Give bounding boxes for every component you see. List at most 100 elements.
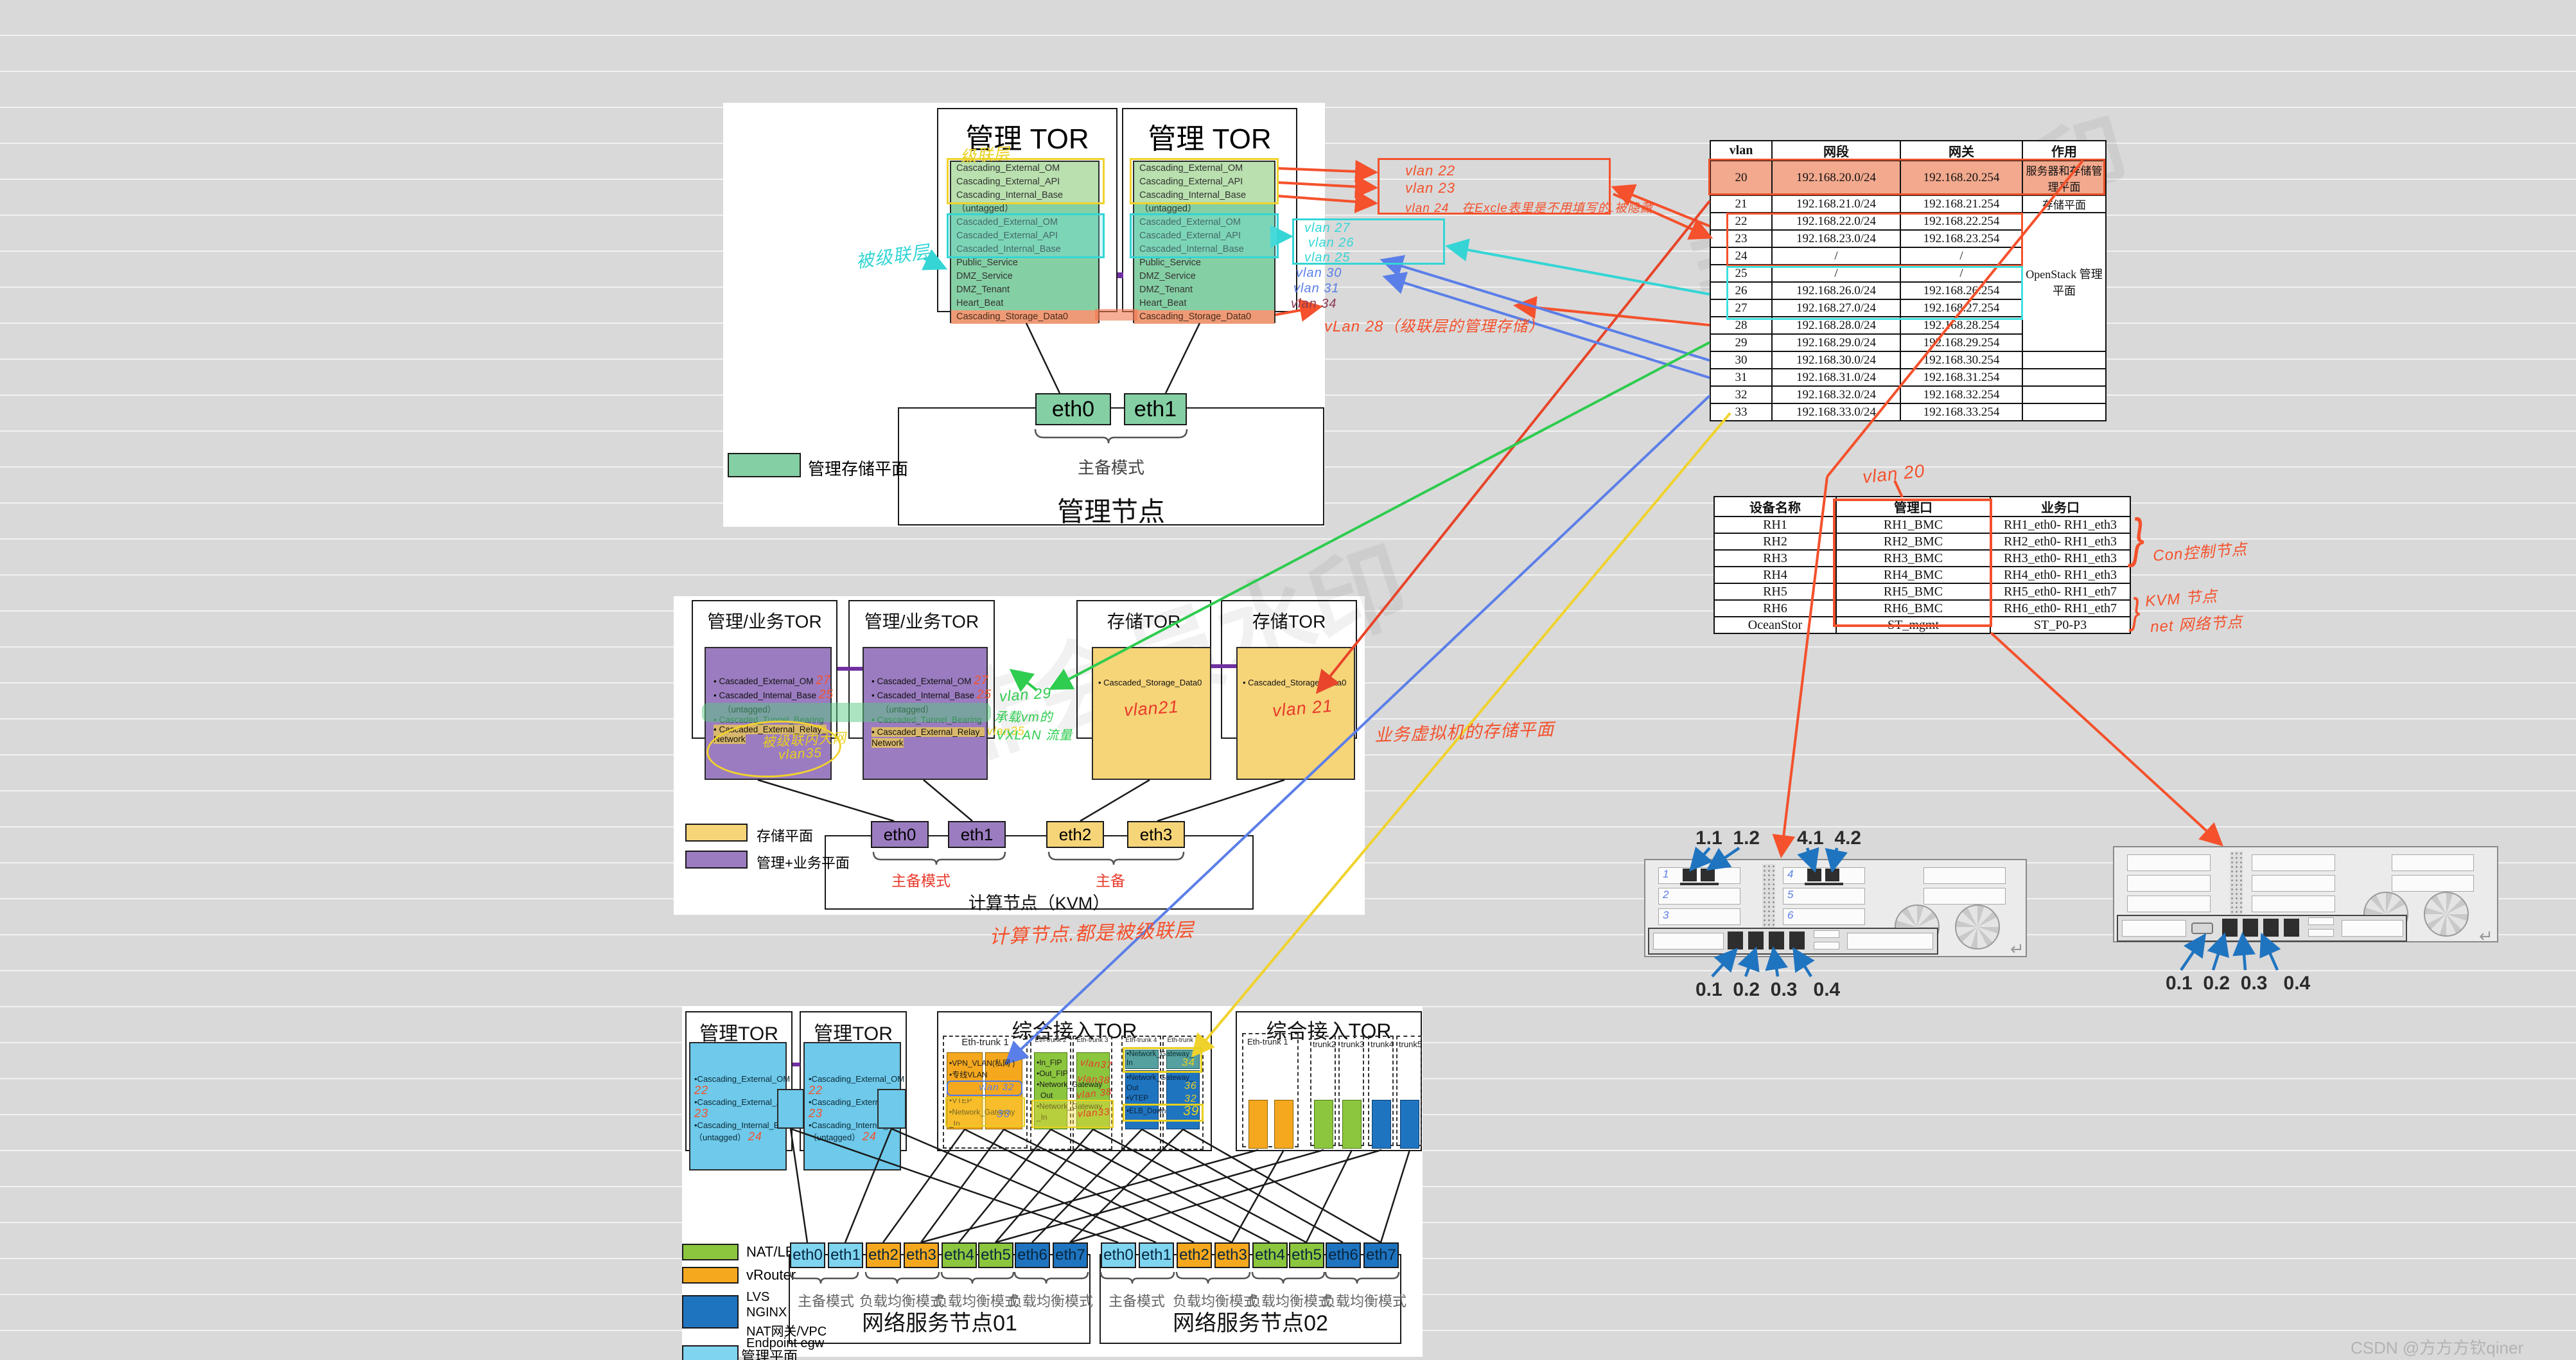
list-item: Public_Service — [956, 258, 1018, 268]
item: •Out_FIP — [1037, 1069, 1068, 1078]
trunk-label: trunk3 — [1341, 1039, 1365, 1049]
cascaded-group-frame — [1130, 213, 1279, 258]
cell: 192.168.29.0/24 — [1771, 333, 1901, 352]
col-header: 设备名称 — [1713, 496, 1837, 517]
annotation-box-cyan: vlan 27 vlan 26 vlan 25 — [1292, 218, 1445, 265]
legend-swatch-natlb — [682, 1244, 739, 1260]
legend-label: 管理存储平面 — [808, 459, 909, 479]
annotation-vlan28: vLan 28（级联层的管理存储） — [1324, 318, 1545, 335]
annotation-controller-nodes: Con控制节点 — [2152, 540, 2248, 565]
cell: 192.168.29.254 — [1900, 333, 2023, 352]
pcie-slot-4: 4 — [1783, 867, 1865, 884]
pcie-slot — [2252, 896, 2335, 912]
list-item: Cascaded_External_API — [1139, 231, 1241, 241]
cell: 192.168.32.254 — [1900, 385, 2023, 404]
trunk2-port — [1034, 1052, 1067, 1129]
gwin-highlight-23 — [1031, 1100, 1114, 1128]
port-eth6: eth6 — [1326, 1242, 1361, 1268]
port-eth0: eth0 — [1101, 1242, 1136, 1268]
return-glyph: ↵ — [2010, 939, 2024, 958]
list-item: • Cascaded_External_OM 27 — [872, 674, 988, 688]
nic-port-1-1 — [1683, 869, 1697, 881]
hw-num: 22 — [694, 1084, 709, 1097]
cell: 192.168.32.0/24 — [1771, 385, 1901, 404]
list-item-relay: • Cascaded_External_Relay_ — [714, 725, 830, 734]
cell-merged-role: OpenStack 管理平面 — [2022, 212, 2107, 352]
cascading-group-frame — [1130, 158, 1279, 204]
annotation-vlan20: vlan 20 — [1861, 461, 1926, 488]
trunk-label: Eth-trunk 1 — [1247, 1037, 1288, 1046]
cell: RH4_BMC — [1836, 566, 1991, 584]
trunk-label: trunk2 — [1313, 1039, 1336, 1049]
cell: RH5_eth0- RH1_eth7 — [1990, 583, 2131, 601]
cell: RH1_BMC — [1836, 516, 1991, 534]
annotation-vxlan-1: 承载vm的 — [994, 711, 1053, 725]
port-eth0: eth0 — [1035, 393, 1111, 425]
mode-label: 负载均衡模式 — [1247, 1293, 1333, 1309]
label: 1.1 — [1695, 827, 1722, 849]
onboard-port-0-2 — [2243, 919, 2258, 937]
item-label: •Cascading_External_API — [694, 1097, 791, 1107]
legend-label: LVS — [746, 1290, 770, 1304]
brace-controller-nodes: } — [2131, 508, 2146, 568]
bottom-mgmt-list-left: •Cascading_External_OM 22 •Cascading_Ext… — [689, 1042, 793, 1170]
blank-module — [2342, 920, 2403, 937]
mode-label: 主备模式 — [1108, 1293, 1166, 1309]
port-eth1: eth1 — [1124, 393, 1187, 425]
pcie-slot — [2127, 896, 2211, 912]
vlan20-highlight-frame — [1708, 159, 2105, 195]
list-item: Heart_Beat — [956, 298, 1004, 308]
port-eth5: eth5 — [978, 1242, 1013, 1268]
cell: 192.168.31.254 — [1900, 368, 2023, 387]
cell: RH3_eth0- RH1_eth3 — [1990, 549, 2131, 567]
hw-32: 32 — [1184, 1093, 1197, 1104]
cell: RH6_eth0- RH1_eth7 — [1990, 599, 2131, 617]
cell: 192.168.33.0/24 — [1771, 403, 1901, 421]
item: •VPN_VLAN(私网 ) — [949, 1059, 1015, 1068]
gwin-highlight — [945, 1097, 1025, 1127]
pcie-slot-5: 5 — [1783, 888, 1865, 905]
item-label: • Cascaded_Internal_Base — [872, 691, 975, 700]
cell: 192.168.33.254 — [1900, 403, 2023, 421]
hw-vlan32: vlan 32 — [979, 1082, 1015, 1093]
list-item: Cascaded_Internal_Base — [956, 244, 1061, 254]
storage-plane-box-right: • Cascaded_Storage_Data0 vlan 21 — [1236, 647, 1355, 780]
trunk-port — [1342, 1100, 1362, 1149]
port-label-0x: 0.1 0.2 0.3 0.4 — [2166, 973, 2310, 994]
port-eth1: eth1 — [828, 1242, 863, 1268]
tor-title: 管理 TOR — [965, 123, 1089, 155]
cell: 30 — [1710, 351, 1773, 369]
elb-highlight — [1123, 1104, 1204, 1122]
list-item: • Cascaded_Internal_Base 25 — [872, 688, 991, 702]
trunk23-items: •In_FIP •Out_FIP •Network_Gateway Out •N… — [1037, 1057, 1114, 1123]
list-item: •Cascading_External_OM 22 — [809, 1074, 904, 1097]
mode-label: 负载均衡模式 — [1173, 1293, 1258, 1309]
onboard-port-0-2 — [1748, 932, 1764, 949]
legend-label: 存储平面 — [757, 828, 814, 844]
mode-label: 负载均衡模式 — [1008, 1293, 1094, 1309]
psu-slot — [1923, 888, 2006, 905]
label: 0.2 — [2203, 973, 2230, 994]
annotation-vlan29: vlan 29 — [999, 684, 1052, 705]
net-service-node-2: 网络服务节点02 — [1100, 1254, 1401, 1344]
trunk5-port — [1166, 1070, 1200, 1129]
psu-slot — [2392, 854, 2474, 871]
list-item: Cascaded_External_API — [956, 231, 1058, 241]
hw-num: 24 — [862, 1130, 877, 1143]
item: •Network_Gateway — [1037, 1102, 1103, 1111]
list-item: Public_Service — [1139, 258, 1201, 268]
annotation-vlan25: vlan 25 — [1304, 251, 1351, 265]
pcie-slot — [2127, 875, 2211, 892]
uplink-port-box — [777, 1089, 804, 1129]
annotation-vlan27: vlan 27 — [1304, 221, 1351, 235]
slot-number: 5 — [1787, 888, 1794, 901]
onboard-port-0-3 — [1769, 932, 1784, 949]
nic-bracket — [1805, 883, 1843, 885]
cell: 存储平面 — [2022, 195, 2107, 213]
list-item-highlighted: Cascading_Storage_Data0 — [951, 310, 1098, 324]
port-eth2: eth2 — [866, 1242, 901, 1268]
label: 0.4 — [2283, 973, 2311, 994]
list-item: Cascading_External_API — [951, 175, 1098, 189]
col-header: vlan — [1710, 140, 1773, 161]
item-label: •Cascading_Internal_Base（untagged） — [694, 1120, 793, 1142]
